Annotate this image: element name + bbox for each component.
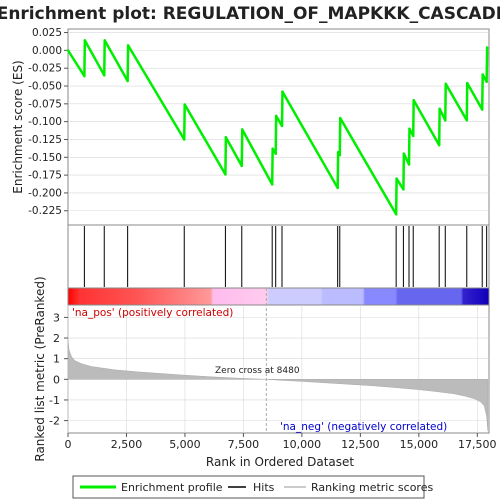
metric-y-tick-label: 3 bbox=[53, 311, 60, 324]
ranked-heatmap-panel bbox=[67, 287, 490, 306]
enrichment-profile-segment bbox=[338, 116, 398, 216]
es-y-tick-label: -0.175 bbox=[28, 170, 62, 182]
es-y-tick-label: -0.150 bbox=[28, 152, 62, 164]
metric-y-tick-label: -2 bbox=[49, 415, 60, 428]
x-tick-label: 2,500 bbox=[111, 438, 143, 451]
legend-label-metric: Ranking metric scores bbox=[311, 481, 433, 494]
ranked-heatmap-band bbox=[67, 287, 490, 306]
enrichment-score-panel: 0.025 0.000 -0.025 -0.050 -0.075 -0.100 -0.125… bbox=[11, 27, 490, 226]
enrichment-profile-segment bbox=[224, 136, 244, 168]
legend-box bbox=[72, 475, 425, 499]
zero-cross-label: Zero cross at 8480 bbox=[215, 366, 300, 376]
x-tick-label: 5,000 bbox=[169, 438, 201, 451]
enrichment-profile-segment bbox=[103, 39, 129, 83]
chart-title: Enrichment plot: REGULATION_OF_MAPKKK_CA… bbox=[0, 4, 500, 24]
enrichment-profile-segment bbox=[66, 49, 86, 78]
x-axis-label: Rank in Ordered Dataset bbox=[206, 455, 354, 469]
es-y-tick-label: -0.075 bbox=[28, 98, 62, 110]
metric-y-tick-label: 2 bbox=[53, 332, 60, 345]
es-y-tick-label: 0.000 bbox=[32, 45, 62, 57]
metric-y-tick-label: 0 bbox=[53, 373, 60, 386]
legend: Enrichment profile Hits Ranking metric s… bbox=[72, 475, 433, 499]
x-tick-label: 0 bbox=[65, 438, 72, 451]
legend-label-enrichment: Enrichment profile bbox=[121, 481, 223, 494]
x-tick-label: 10,000 bbox=[283, 438, 322, 451]
enrichment-profile-segment bbox=[183, 103, 227, 176]
legend-label-hits: Hits bbox=[253, 481, 275, 494]
es-y-tick-label: -0.025 bbox=[28, 63, 62, 75]
ranked-metric-panel: 3 2 1 0 -1 -2 0 2,500 5,000 7,500 10,000 12,500 15,… bbox=[33, 276, 497, 469]
es-plot-frame bbox=[67, 28, 490, 226]
es-y-tick-label: -0.100 bbox=[28, 116, 62, 128]
enrichment-profile-segment bbox=[126, 44, 186, 141]
metric-y-ticks: 3 2 1 0 -1 -2 bbox=[49, 311, 68, 428]
x-tick-label: 17,500 bbox=[458, 438, 497, 451]
enrichment-profile-segment bbox=[444, 82, 469, 122]
es-y-tick-label: 0.025 bbox=[32, 27, 62, 39]
metric-y-tick-label: -1 bbox=[49, 394, 60, 407]
es-y-axis-label: Enrichment score (ES) bbox=[11, 60, 25, 193]
enrichment-profile-segment bbox=[240, 128, 274, 186]
metric-y-axis-label: Ranked list metric (PreRanked) bbox=[33, 276, 47, 461]
hits-frame bbox=[67, 224, 490, 289]
metric-x-ticks: 0 2,500 5,000 7,500 10,000 12,500 15,000 17,500 bbox=[65, 433, 497, 451]
enrichment-profile-segment bbox=[412, 99, 441, 147]
ranking-metric-area bbox=[67, 340, 489, 431]
enrichment-profile-segment bbox=[83, 39, 106, 77]
es-y-tick-label: -0.200 bbox=[28, 187, 62, 199]
hit-markers bbox=[83, 226, 488, 287]
x-tick-label: 15,000 bbox=[400, 438, 439, 451]
metric-y-tick-label: 1 bbox=[53, 353, 60, 366]
es-y-tick-label: -0.125 bbox=[28, 134, 62, 146]
es-y-tick-label: -0.050 bbox=[28, 81, 62, 93]
hits-panel bbox=[67, 224, 490, 289]
enrichment-profile-segment bbox=[465, 81, 484, 111]
x-tick-label: 7,500 bbox=[228, 438, 260, 451]
es-y-tick-label: -0.225 bbox=[28, 205, 62, 217]
es-y-ticks: 0.025 0.000 -0.025 -0.050 -0.075 -0.100 -0.125… bbox=[28, 27, 68, 217]
negative-correlation-label: 'na_neg' (negatively correlated) bbox=[280, 421, 447, 433]
es-profile-lines bbox=[66, 39, 489, 216]
x-tick-label: 12,500 bbox=[341, 438, 380, 451]
positive-correlation-label: 'na_pos' (positively correlated) bbox=[72, 307, 233, 319]
enrichment-profile-segment bbox=[281, 90, 339, 190]
